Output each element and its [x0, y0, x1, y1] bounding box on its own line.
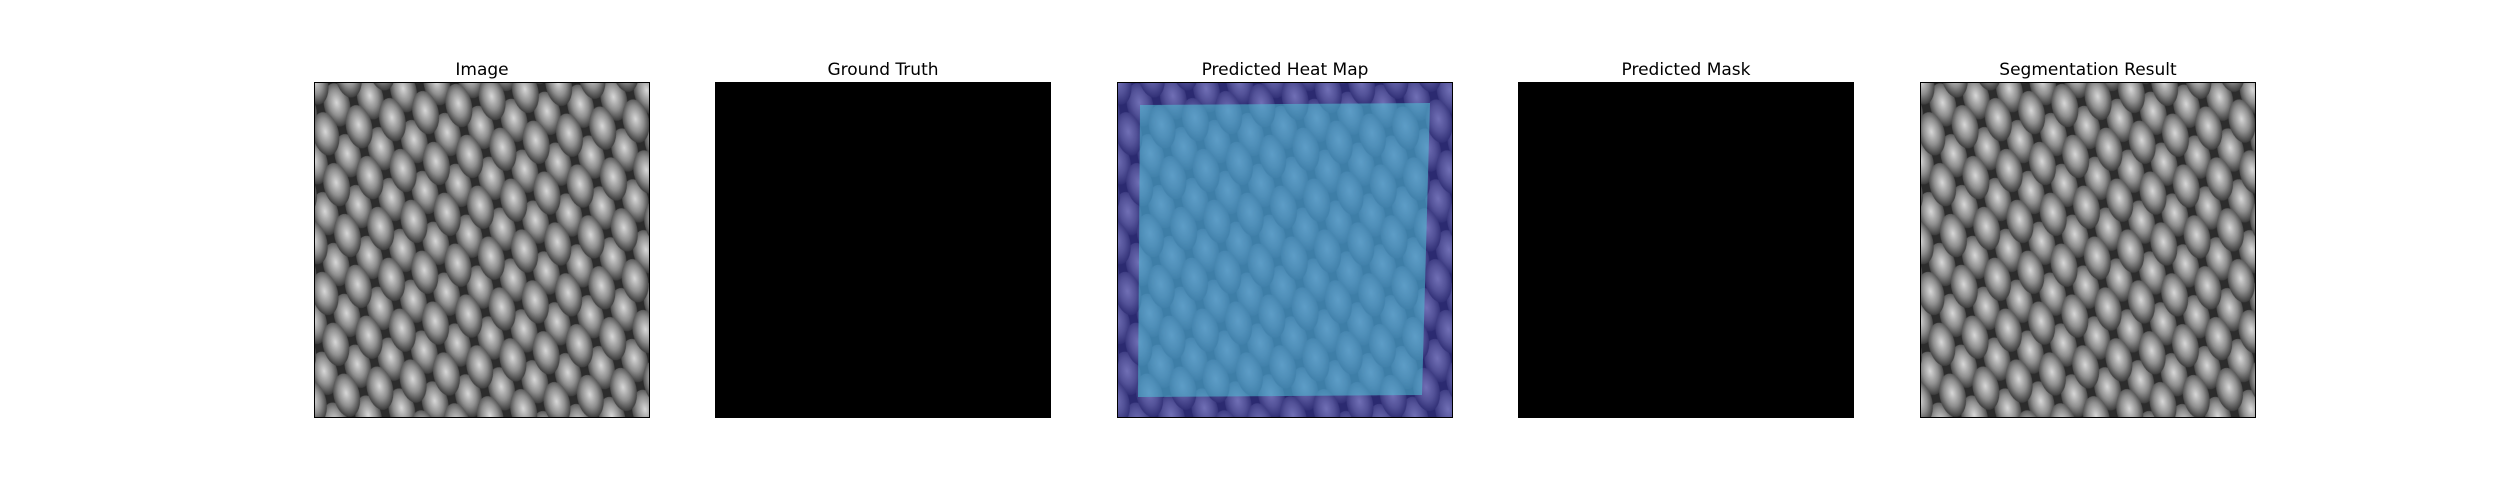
segmentation-panel: Segmentation Result — [1920, 58, 2256, 418]
ground-truth-mask — [715, 82, 1051, 418]
predicted-mask-panel: Predicted Mask — [1518, 58, 1854, 418]
image-panel: Image — [314, 58, 650, 418]
texture-image — [315, 83, 649, 417]
ground-truth-panel: Ground Truth — [715, 58, 1051, 418]
segmentation-result — [1920, 82, 2256, 418]
panel-title-image: Image — [455, 60, 509, 80]
panel-title-segmentation: Segmentation Result — [1999, 60, 2177, 80]
segmentation-image — [1921, 83, 2255, 417]
input-image — [314, 82, 650, 418]
panel-title-heat-map: Predicted Heat Map — [1201, 60, 1369, 80]
panel-title-ground-truth: Ground Truth — [827, 60, 939, 80]
heat-map-panel: Predicted Heat Map — [1117, 58, 1453, 418]
predicted-heat-map — [1117, 82, 1453, 418]
panel-title-predicted-mask: Predicted Mask — [1621, 60, 1751, 80]
predicted-mask — [1518, 82, 1854, 418]
heat-map-overlay — [1118, 83, 1452, 417]
